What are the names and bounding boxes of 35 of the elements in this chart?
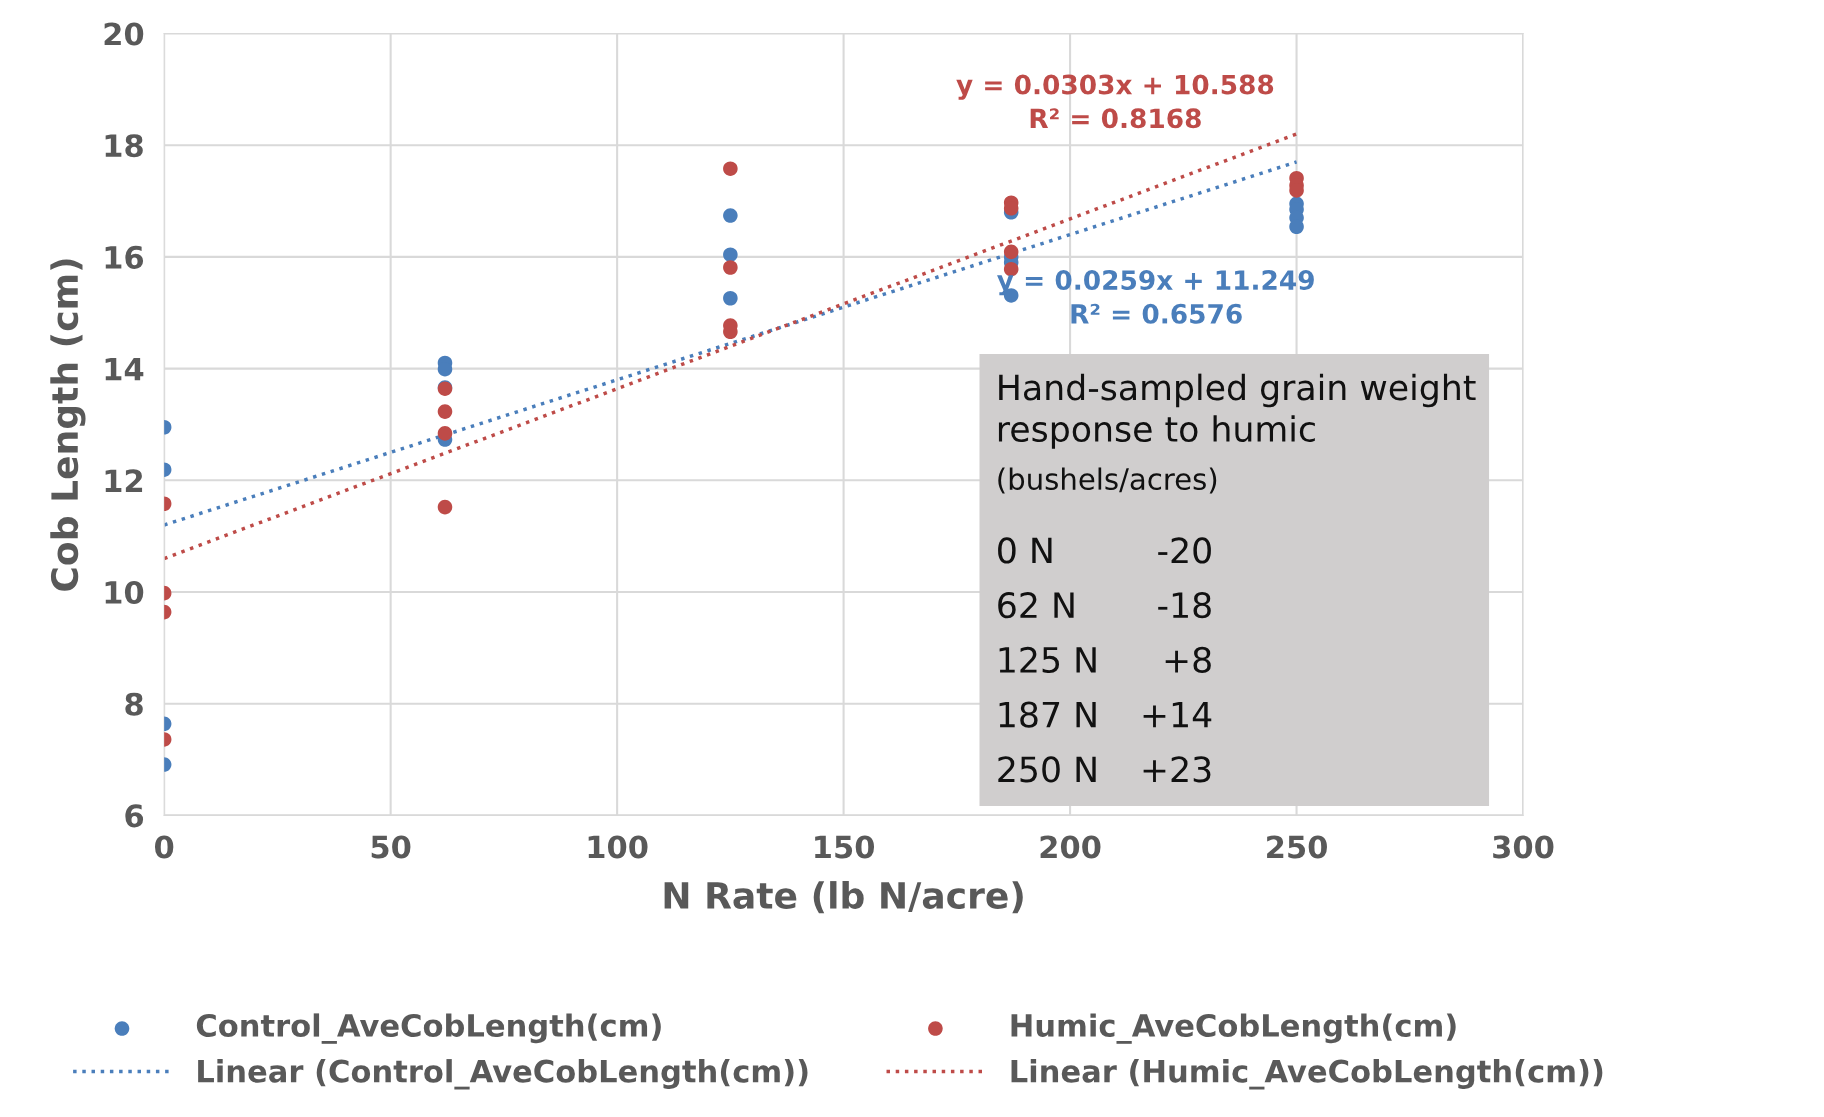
annotation: -18 bbox=[1158, 592, 1211, 619]
annotation: (bushels/acres) bbox=[998, 467, 1217, 494]
y-tick-label: 6 bbox=[125, 804, 144, 828]
legend-label: Linear (Control_AveCobLength(cm)) bbox=[198, 1059, 808, 1090]
y-tick-label: 10 bbox=[105, 580, 144, 605]
annotation: y = 0.0303x + 10.588 R² = 0.8168 bbox=[956, 74, 1274, 129]
annotation: -20 bbox=[1158, 537, 1211, 564]
x-tick-label: 300 bbox=[1493, 835, 1554, 859]
y-tick-label: 14 bbox=[105, 357, 144, 381]
annotation: y = 0.0259x + 11.249 R² = 0.6576 bbox=[997, 270, 1314, 324]
x-tick-label: 100 bbox=[588, 835, 648, 859]
legend-label: Humic_AveCobLength(cm) bbox=[1011, 1013, 1456, 1044]
annotation: 125 N bbox=[999, 646, 1096, 674]
x-tick-label: 0 bbox=[154, 835, 174, 859]
annotation: 250 N bbox=[998, 756, 1096, 783]
annotation: 62 N bbox=[998, 592, 1074, 619]
annotation: 187 N bbox=[999, 701, 1096, 728]
annotation: +23 bbox=[1143, 756, 1211, 783]
y-tick-label: 12 bbox=[105, 469, 143, 492]
x-axis-title: N Rate (lb N/acre) bbox=[664, 881, 1023, 914]
y-axis-title: Cob Length (cm) bbox=[50, 259, 86, 591]
x-tick-label: 50 bbox=[371, 835, 411, 859]
y-tick-label: 20 bbox=[104, 22, 144, 46]
y-tick-label: 18 bbox=[105, 134, 143, 158]
x-tick-label: 150 bbox=[815, 835, 875, 859]
annotation: +14 bbox=[1143, 701, 1212, 728]
annotation: Hand-sampled grain weight response to humic bbox=[998, 373, 1476, 449]
x-tick-label: 200 bbox=[1040, 835, 1101, 859]
annotation: 0 N bbox=[998, 537, 1052, 564]
y-tick-label: 16 bbox=[105, 245, 144, 269]
x-tick-label: 250 bbox=[1267, 835, 1327, 859]
y-tick-label: 8 bbox=[125, 692, 143, 716]
legend-label: Control_AveCobLength(cm) bbox=[196, 1013, 661, 1044]
annotation: +8 bbox=[1165, 646, 1211, 674]
legend-label: Linear (Humic_AveCobLength(cm)) bbox=[1011, 1059, 1603, 1090]
